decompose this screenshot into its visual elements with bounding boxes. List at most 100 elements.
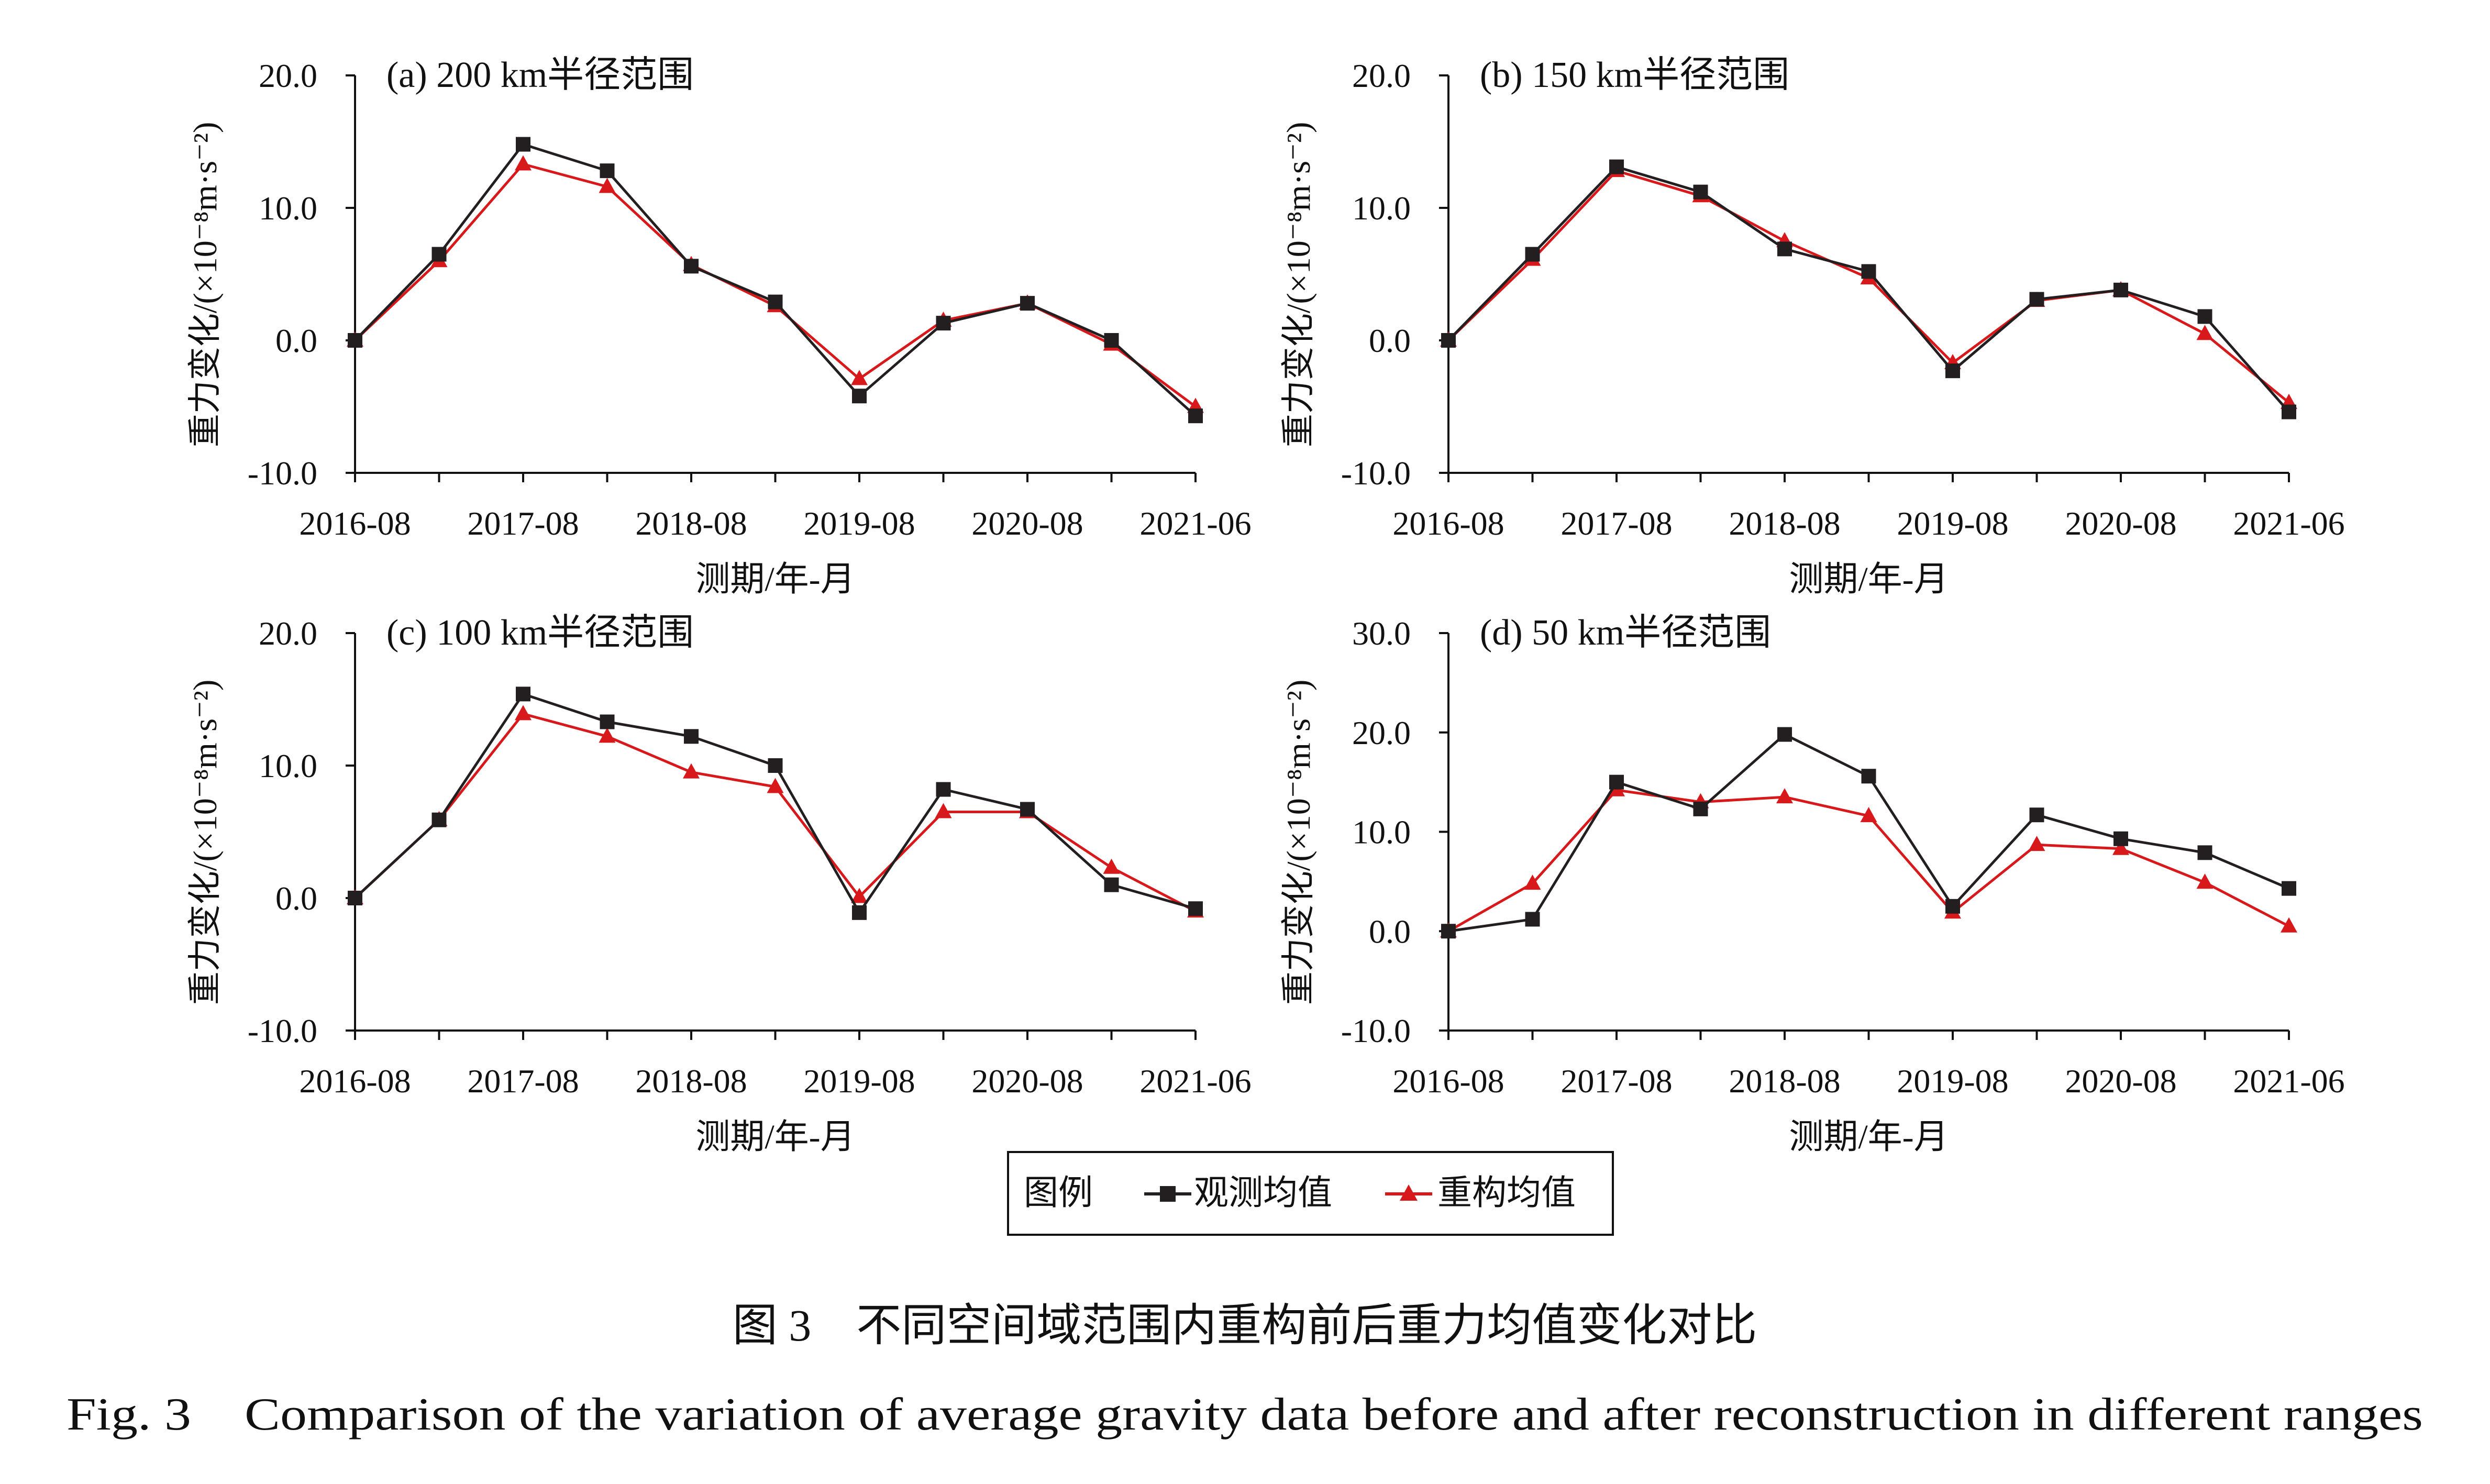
- panel-b-y-tick-label: 0.0: [1369, 322, 1411, 359]
- panel-a-reconstructed-point: [515, 155, 532, 171]
- figure-caption-en: Fig. 3 Comparison of the variation of av…: [67, 1389, 2423, 1440]
- panel-d-reconstructed-point: [2112, 839, 2129, 855]
- panel-a-observed-point: [1020, 296, 1035, 311]
- panel-d-reconstructed-point: [1860, 807, 1877, 823]
- panel-a-y-axis-label: 重力变化/(×10⁻⁸m·s⁻²): [186, 122, 224, 448]
- panel-a-title: (a) 200 km半径范围: [386, 55, 694, 95]
- panel-d-observed-point: [1693, 801, 1708, 816]
- panel-a-x-tick-label: 2016-08: [299, 505, 411, 542]
- panel-c-x-tick-label: 2019-08: [803, 1062, 915, 1100]
- legend-reconstructed-marker: [1400, 1184, 1418, 1201]
- panel-c-y-axis-label: 重力变化/(×10⁻⁸m·s⁻²): [186, 680, 224, 1005]
- panel-c-observed-point: [1188, 901, 1203, 916]
- panel-c-x-axis-label: 测期/年-月: [695, 1118, 855, 1156]
- panel-b-x-tick-label: 2018-08: [1729, 505, 1840, 542]
- panel-d-observed-point: [1525, 912, 1540, 927]
- panel-c-reconstructed-point: [515, 705, 532, 721]
- panel-a-observed-point: [768, 294, 783, 309]
- panel-c-x-tick-label: 2017-08: [467, 1062, 579, 1100]
- panel-a-x-tick-label: 2018-08: [635, 505, 747, 542]
- panel-d-observed-point: [2029, 807, 2044, 823]
- panel-a-x-tick-label: 2019-08: [803, 505, 915, 542]
- panel-a-observed-point: [348, 333, 362, 348]
- panel-c-reconstructed-point: [683, 763, 700, 779]
- panel-b-y-axis-label: 重力变化/(×10⁻⁸m·s⁻²): [1280, 122, 1317, 448]
- panel-a-x-tick-label: 2017-08: [467, 505, 579, 542]
- panel-d-y-tick-label: -10.0: [1341, 1012, 1411, 1049]
- figure-caption-zh: 图 3 不同空间域范围内重构前后重力均值变化对比: [733, 1300, 1757, 1350]
- panel-a-y-tick-label: 0.0: [275, 322, 317, 359]
- panel-d-reconstructed-point: [2281, 917, 2297, 933]
- panel-b-observed-point: [1609, 159, 1624, 174]
- panel-a-observed-point: [516, 137, 530, 152]
- panel-c-observed-point: [768, 758, 783, 773]
- panel-d-y-tick-label: 10.0: [1352, 814, 1411, 851]
- panel-d-observed-point: [2113, 831, 2128, 846]
- panel-d-reconstructed-point: [2028, 836, 2045, 851]
- panel-c-observed-point: [431, 812, 447, 827]
- panel-c-chart: -10.0 0.0 10.0 20.0 2016-08 2017-08 2018-08 201…: [186, 613, 1252, 1156]
- panel-c-observed-point: [684, 729, 699, 744]
- panel-b-x-tick-label: 2019-08: [1897, 505, 2008, 542]
- panel-c-observed-point: [348, 891, 362, 905]
- panel-a-y-tick-label: 10.0: [259, 190, 317, 227]
- panel-d-observed-point: [2197, 845, 2212, 860]
- panel-b-reconstructed-point: [2196, 325, 2214, 340]
- panel-d-observed-point: [1609, 774, 1624, 790]
- legend-frame: [1007, 1151, 1614, 1236]
- panel-c-observed-point: [1104, 877, 1119, 892]
- panel-c-observed-point: [600, 714, 615, 729]
- panel-d-y-tick-label: 20.0: [1352, 714, 1411, 751]
- panel-b-observed-point: [2113, 282, 2128, 297]
- panel-a-chart: -10.0 0.0 10.0 20.0 2016-08 2017-08 2018-08 201…: [186, 55, 1252, 599]
- panel-c-reconstructed-point: [599, 727, 616, 743]
- panel-c-x-tick-label: 2016-08: [299, 1062, 411, 1100]
- legend: 图例 观测均值 重构均值: [1007, 1151, 1614, 1236]
- panel-a-x-tick-label: 2020-08: [971, 505, 1083, 542]
- panel-d-y-tick-label: 0.0: [1369, 913, 1411, 950]
- legend-observed-label: 观测均值: [1194, 1174, 1332, 1212]
- panel-b-x-tick-label: 2021-06: [2233, 505, 2344, 542]
- panel-b-y-tick-label: 20.0: [1352, 57, 1411, 94]
- legend-reconstructed-label: 重构均值: [1437, 1174, 1576, 1212]
- panel-c-reconstructed-point: [767, 778, 784, 793]
- panel-d-chart: -10.0 0.0 10.0 20.0 30.0 2016-08 2017-08 2018-0…: [1280, 613, 2345, 1156]
- panel-d-title: (d) 50 km半径范围: [1480, 613, 1771, 653]
- panel-b-observed-point: [1777, 241, 1792, 257]
- panel-d-reconstructed-point: [2196, 873, 2214, 889]
- panel-b-x-tick-label: 2017-08: [1561, 505, 1672, 542]
- panel-b-observed-point: [2029, 292, 2044, 307]
- panel-d-y-axis-label: 重力变化/(×10⁻⁸m·s⁻²): [1280, 680, 1317, 1005]
- panel-c-observed-point: [516, 686, 530, 702]
- panel-b-observed-point: [1441, 333, 1456, 348]
- panel-c-x-tick-label: 2021-06: [1139, 1062, 1251, 1100]
- panel-d-observed-point: [1777, 727, 1792, 742]
- panel-c-observed-point: [936, 782, 951, 797]
- panel-b-x-tick-label: 2016-08: [1392, 505, 1504, 542]
- panel-c-y-tick-label: 20.0: [259, 615, 317, 652]
- panel-c-observed-point: [1020, 802, 1035, 817]
- panel-d-observed-point: [1861, 769, 1876, 784]
- panel-d-reconstructed-point: [1524, 874, 1541, 890]
- panel-c-y-tick-label: 10.0: [259, 747, 317, 784]
- panel-b-x-axis-label: 测期/年-月: [1789, 560, 1948, 599]
- panel-a-x-axis-label: 测期/年-月: [695, 560, 855, 599]
- panel-d-observed-point: [2282, 881, 2296, 896]
- panel-c-x-tick-label: 2020-08: [971, 1062, 1083, 1100]
- panel-a-observed-point: [684, 259, 699, 274]
- panel-d-observed-point: [1945, 899, 1960, 914]
- panel-b-observed-point: [2197, 309, 2212, 324]
- panel-a-x-tick-label: 2021-06: [1139, 505, 1251, 542]
- panel-a-observed-point: [1188, 408, 1203, 424]
- panel-b-title: (b) 150 km半径范围: [1480, 55, 1789, 95]
- panel-d-x-tick-label: 2016-08: [1392, 1062, 1504, 1100]
- panel-c-reconstructed-point: [935, 803, 952, 818]
- panel-d-x-tick-label: 2019-08: [1897, 1062, 2008, 1100]
- panel-a-reconstructed-point: [599, 178, 616, 193]
- panel-d-x-tick-label: 2021-06: [2233, 1062, 2344, 1100]
- panel-b-observed-point: [1945, 363, 1960, 379]
- panel-b-observed-point: [2282, 404, 2296, 419]
- panel-c-observed-point: [852, 905, 867, 920]
- panel-b-y-tick-label: 10.0: [1352, 190, 1411, 227]
